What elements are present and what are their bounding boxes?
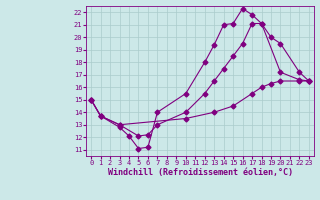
X-axis label: Windchill (Refroidissement éolien,°C): Windchill (Refroidissement éolien,°C) <box>108 168 292 177</box>
